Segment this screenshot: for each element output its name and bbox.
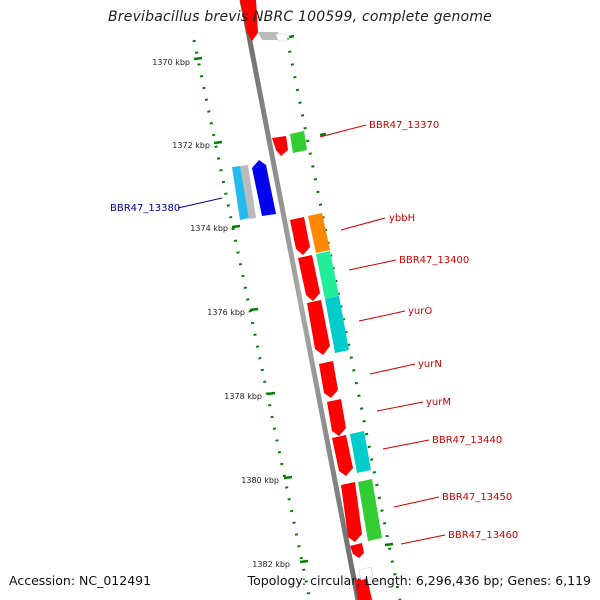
gene-feature[interactable] bbox=[308, 213, 330, 253]
gene-label[interactable]: BBR47_13370 bbox=[369, 120, 439, 131]
gene-label[interactable]: BBR47_13440 bbox=[432, 435, 502, 446]
gene-feature[interactable] bbox=[355, 577, 372, 600]
outer-tick-track bbox=[285, 37, 402, 600]
scale-tick bbox=[299, 559, 309, 564]
label-leaders bbox=[177, 124, 446, 545]
leader-line bbox=[340, 217, 386, 231]
gene-feature[interactable] bbox=[298, 255, 320, 301]
gene-feature[interactable] bbox=[332, 435, 353, 476]
gene-feature[interactable] bbox=[350, 431, 371, 473]
scale-tick bbox=[193, 56, 203, 61]
gene-label[interactable]: yurO bbox=[408, 306, 432, 317]
scale-tick bbox=[213, 140, 223, 145]
gene-feature[interactable] bbox=[272, 136, 288, 156]
gene-feature[interactable] bbox=[325, 296, 349, 353]
scale-tick bbox=[249, 307, 259, 312]
gene-feature[interactable] bbox=[258, 32, 280, 40]
gene-label[interactable]: BBR47_13380 bbox=[110, 203, 180, 214]
leader-line bbox=[400, 534, 446, 545]
scale-tick bbox=[319, 132, 327, 137]
scale-label: 1376 kbp bbox=[207, 308, 245, 317]
gene-feature[interactable] bbox=[240, 0, 258, 41]
genome-backbone bbox=[239, 0, 361, 600]
leader-line bbox=[376, 401, 424, 412]
gene-feature[interactable] bbox=[307, 300, 330, 355]
gene-feature[interactable] bbox=[358, 479, 382, 541]
gene-feature[interactable] bbox=[319, 361, 338, 398]
gene-label[interactable]: ybbH bbox=[389, 213, 415, 224]
accession-label: Accession: NC_012491 bbox=[9, 573, 152, 588]
scale-label: 1382 kbp bbox=[252, 560, 290, 569]
gene-feature[interactable] bbox=[232, 166, 249, 220]
leader-line bbox=[348, 259, 397, 271]
inner-tick-track bbox=[192, 39, 312, 600]
scale-tick bbox=[288, 34, 295, 39]
gene-feature[interactable] bbox=[252, 160, 276, 216]
gene-feature[interactable] bbox=[275, 33, 289, 42]
gene-feature[interactable] bbox=[290, 131, 307, 153]
gene-feature[interactable] bbox=[341, 482, 362, 542]
scale-label: 1370 kbp bbox=[152, 58, 190, 67]
gene-feature[interactable] bbox=[316, 251, 339, 299]
scale-tick bbox=[384, 542, 394, 547]
scale-label: 1372 kbp bbox=[172, 141, 210, 150]
gene-feature[interactable] bbox=[290, 217, 310, 255]
gene-label[interactable]: BBR47_13400 bbox=[399, 255, 469, 266]
gene-feature[interactable] bbox=[240, 165, 256, 219]
leader-line bbox=[393, 496, 440, 508]
scale-ticks bbox=[193, 34, 394, 564]
leader-line bbox=[177, 197, 223, 209]
scale-tick bbox=[283, 475, 293, 480]
map-title: Brevibacillus brevis NBRC 100599, comple… bbox=[108, 9, 492, 25]
scale-label: 1380 kbp bbox=[241, 476, 279, 485]
gene-label[interactable]: yurN bbox=[418, 359, 442, 370]
gene-label[interactable]: BBR47_13460 bbox=[448, 530, 518, 541]
features bbox=[232, 0, 382, 600]
gene-feature[interactable] bbox=[327, 399, 346, 436]
gene-feature[interactable] bbox=[350, 543, 364, 558]
leader-line bbox=[358, 310, 406, 322]
scale-tick bbox=[231, 224, 241, 229]
scale-label: 1374 kbp bbox=[190, 224, 228, 233]
leader-line bbox=[369, 363, 416, 375]
leader-line bbox=[319, 124, 367, 138]
scale-label: 1378 kbp bbox=[224, 392, 262, 401]
gene-label[interactable]: BBR47_13450 bbox=[442, 492, 512, 503]
leader-line bbox=[382, 439, 430, 450]
topology-label: Topology: circular; Length: 6,296,436 bp… bbox=[247, 573, 591, 588]
scale-tick bbox=[266, 391, 276, 396]
gene-feature[interactable] bbox=[358, 566, 374, 581]
gene-label[interactable]: yurM bbox=[426, 397, 451, 408]
